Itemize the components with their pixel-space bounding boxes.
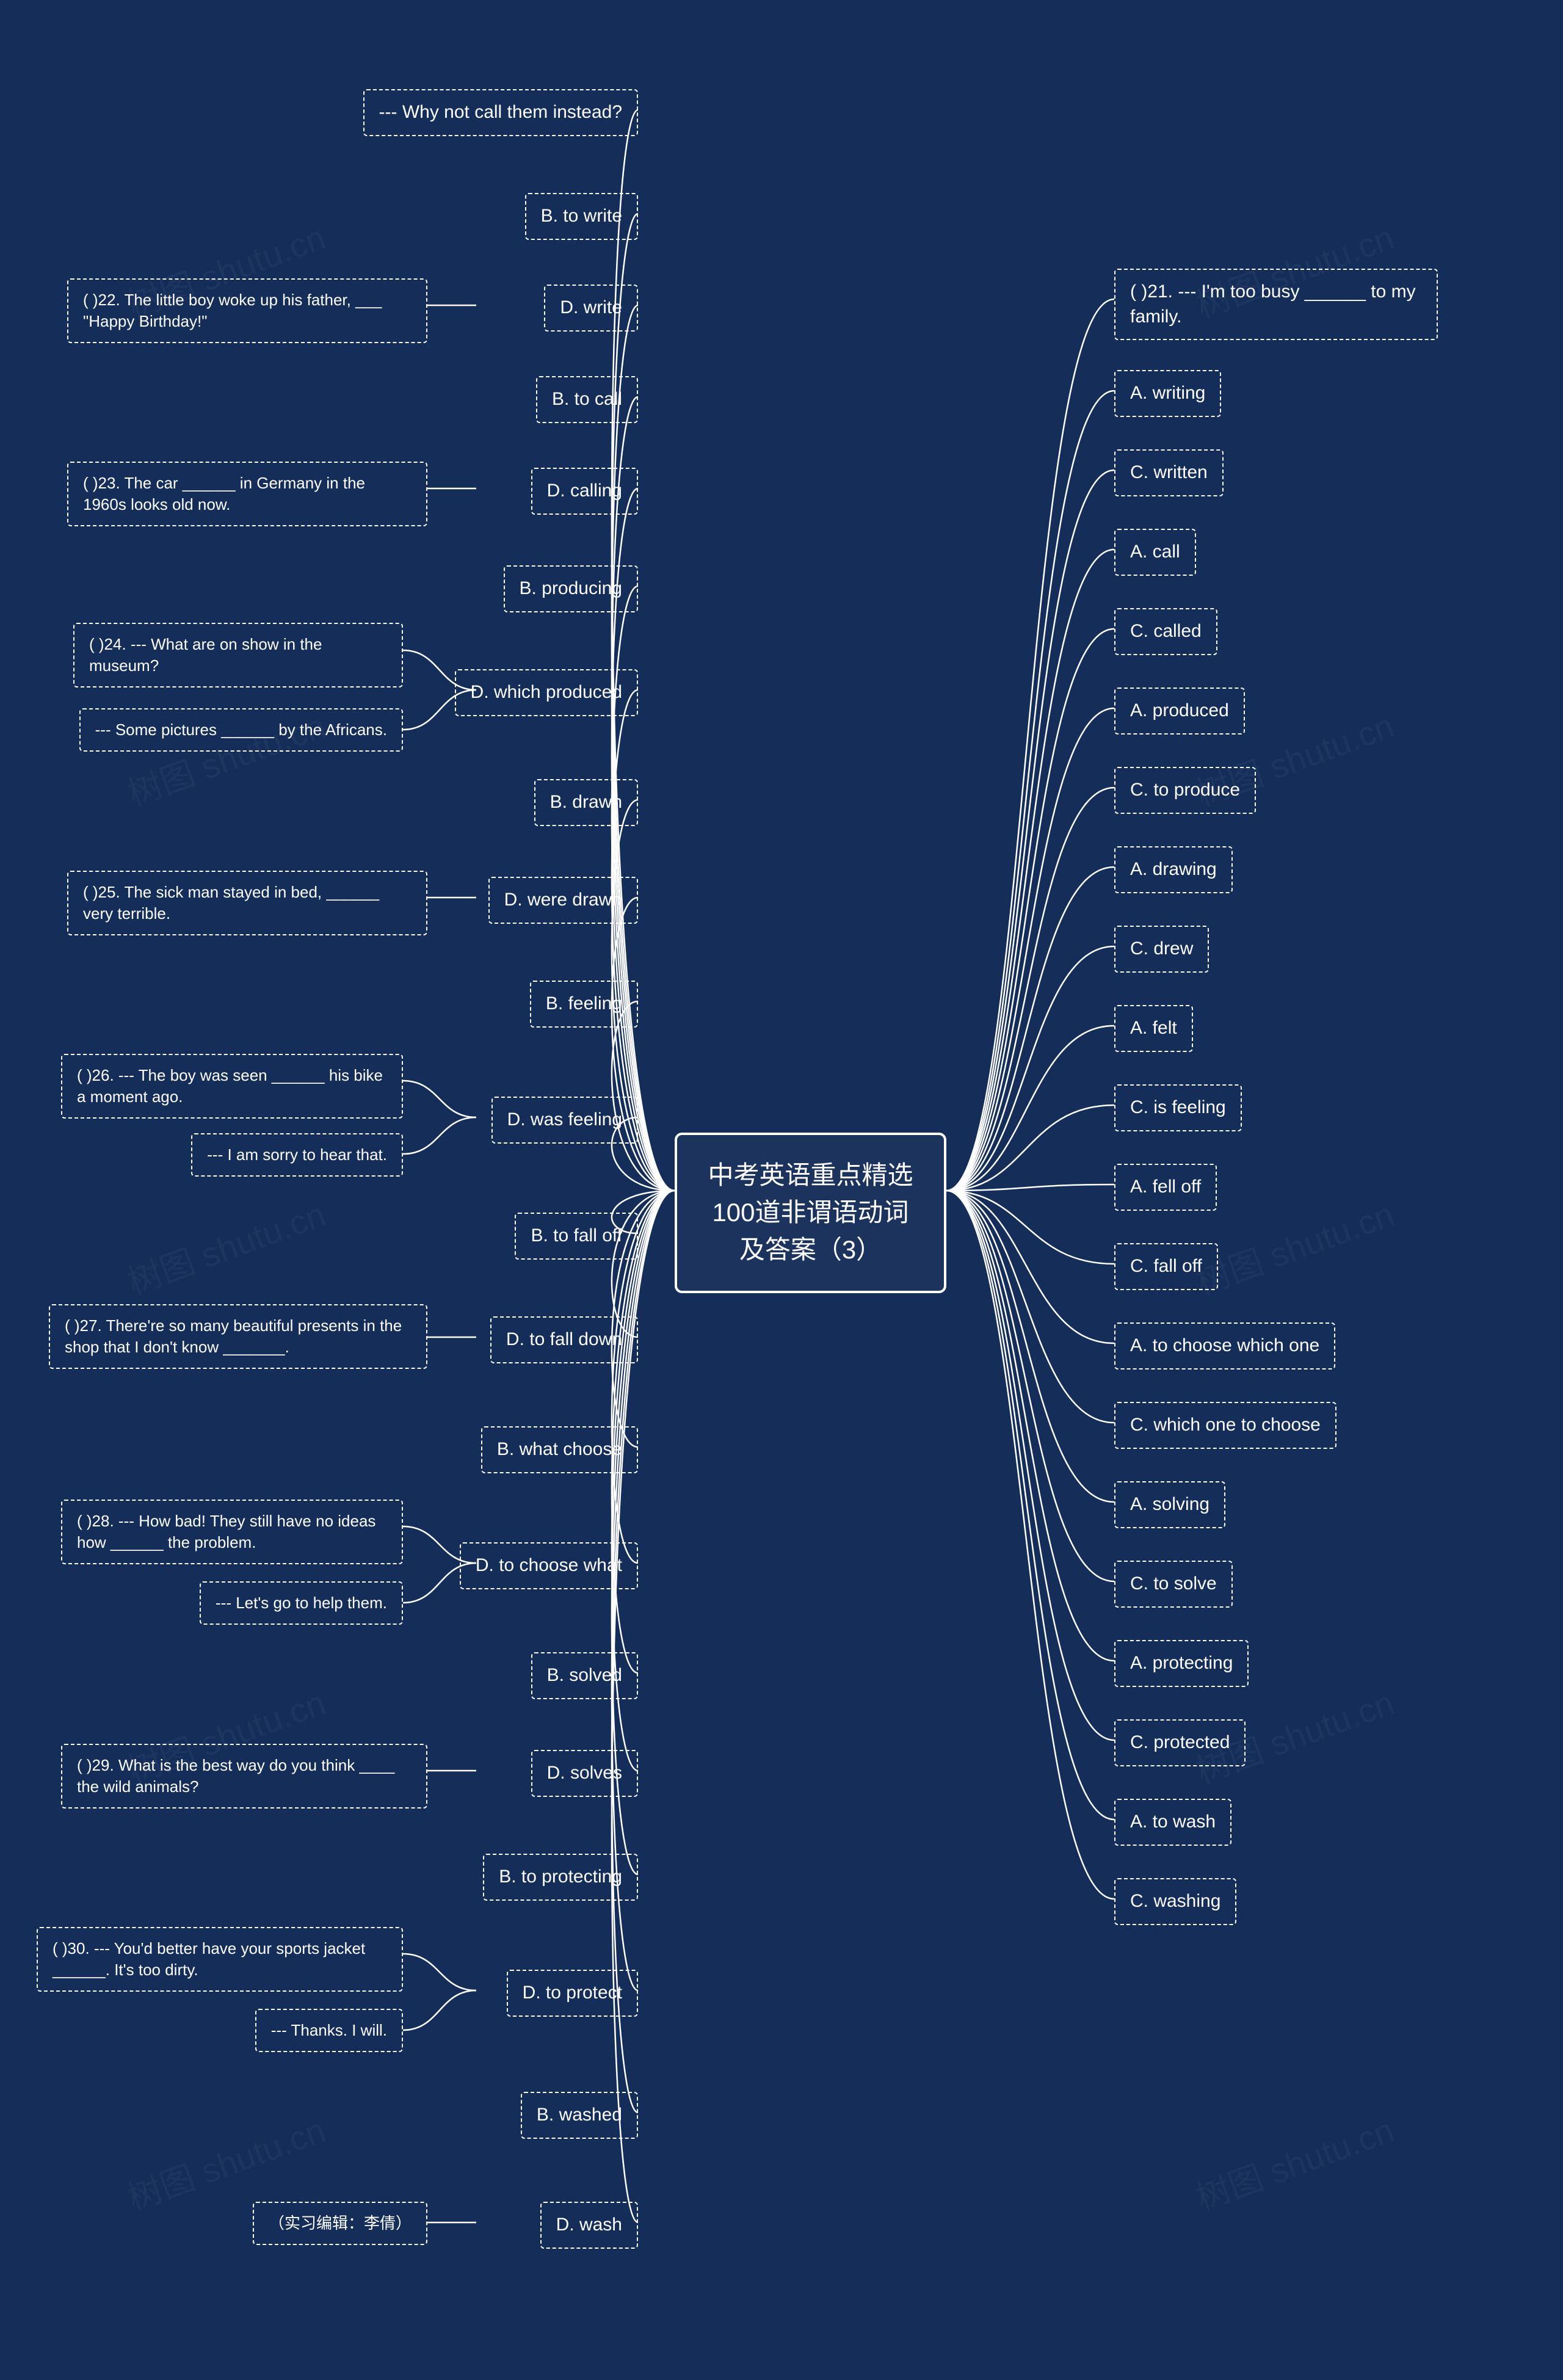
left-sub-7b: --- Some pictures ______ by the Africans… [79,708,403,752]
right-node-6: A. produced [1114,688,1245,735]
left-node-4: B. to call [536,376,638,423]
right-node-14: A. to choose which one [1114,1322,1335,1370]
right-node-19: C. protected [1114,1719,1246,1766]
left-node-12: B. to fall off [515,1213,638,1260]
left-node-6: B. producing [504,565,638,612]
left-node-17: D. solves [531,1750,638,1797]
left-sub-5: ( )23. The car ______ in Germany in the … [67,462,427,526]
left-sub-19a: ( )30. --- You'd better have your sports… [37,1927,403,1992]
left-sub-19b: --- Thanks. I will. [255,2009,403,2052]
left-node-10: B. feeling [530,981,638,1028]
right-node-20: A. to wash [1114,1799,1231,1846]
right-node-1: ( )21. --- I'm too busy ______ to my fam… [1114,269,1438,340]
left-node-16: B. solved [531,1652,638,1699]
left-node-5: D. calling [531,468,638,515]
left-node-15: D. to choose what [460,1542,638,1589]
right-node-17: C. to solve [1114,1561,1233,1608]
left-sub-15b: --- Let's go to help them. [200,1581,403,1625]
left-sub-15a: ( )28. --- How bad! They still have no i… [61,1500,403,1564]
left-sub-7a: ( )24. --- What are on show in the museu… [73,623,403,688]
left-sub-11a: ( )26. --- The boy was seen ______ his b… [61,1054,403,1119]
left-node-11: D. was feeling [491,1097,638,1144]
right-node-8: A. drawing [1114,846,1233,893]
left-sub-9: ( )25. The sick man stayed in bed, _____… [67,871,427,935]
left-node-1: --- Why not call them instead? [363,89,638,136]
right-node-2: A. writing [1114,370,1221,417]
left-sub-3: ( )22. The little boy woke up his father… [67,278,427,343]
left-sub-21: （实习编辑：李倩） [253,2202,427,2245]
left-sub-17: ( )29. What is the best way do you think… [61,1744,427,1809]
left-node-9: D. were drawn [488,877,638,924]
right-node-3: C. written [1114,449,1224,496]
left-node-19: D. to protect [507,1970,638,2017]
right-node-11: C. is feeling [1114,1084,1242,1131]
right-node-5: C. called [1114,608,1217,655]
left-node-13: D. to fall down [490,1316,638,1363]
left-node-21: D. wash [540,2202,638,2249]
left-node-3: D. write [544,285,638,332]
left-node-20: B. washed [521,2092,638,2139]
right-node-7: C. to produce [1114,767,1256,814]
left-sub-11b: --- I am sorry to hear that. [191,1133,403,1177]
left-node-14: B. what choose [481,1426,638,1473]
right-node-16: A. solving [1114,1481,1225,1528]
right-node-13: C. fall off [1114,1243,1218,1290]
right-node-10: A. felt [1114,1005,1193,1052]
left-node-8: B. drawn [534,779,638,826]
right-node-9: C. drew [1114,926,1209,973]
left-node-7: D. which produced [455,669,638,716]
right-node-12: A. fell off [1114,1164,1217,1211]
right-node-21: C. washing [1114,1878,1236,1925]
left-node-18: B. to protecting [483,1854,638,1901]
left-node-2: B. to write [525,193,638,240]
right-node-18: A. protecting [1114,1640,1249,1687]
right-node-15: C. which one to choose [1114,1402,1336,1449]
left-sub-13: ( )27. There're so many beautiful presen… [49,1304,427,1369]
right-node-4: A. call [1114,529,1196,576]
center-topic: 中考英语重点精选100道非谓语动词及答案（3） [675,1133,946,1293]
